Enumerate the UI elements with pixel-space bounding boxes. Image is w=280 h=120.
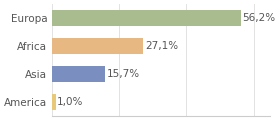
Bar (52, 10, 241, 26)
Bar (52, 94, 55, 110)
Text: 1,0%: 1,0% (57, 97, 83, 107)
Bar (52, 38, 143, 54)
Text: 27,1%: 27,1% (145, 41, 178, 51)
Bar (52, 66, 105, 82)
Text: 15,7%: 15,7% (107, 69, 140, 79)
Text: 56,2%: 56,2% (242, 13, 276, 23)
